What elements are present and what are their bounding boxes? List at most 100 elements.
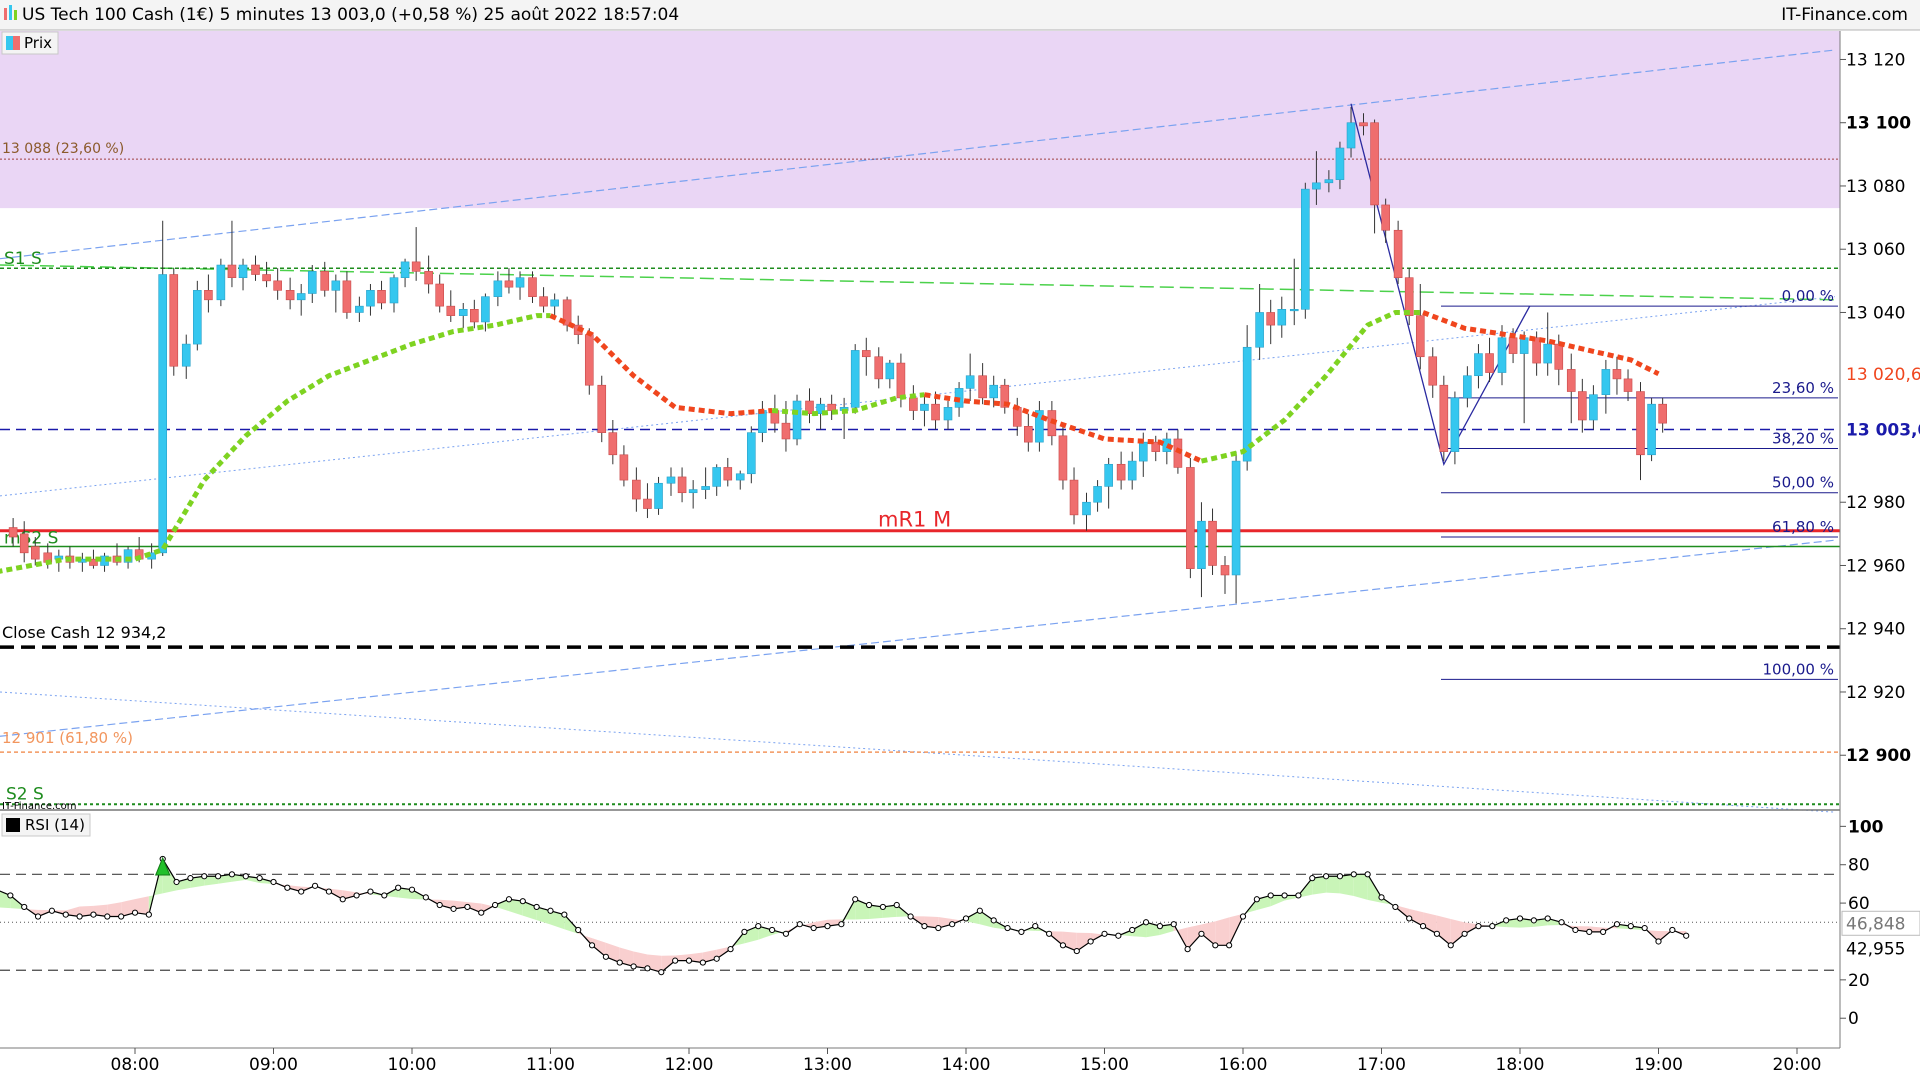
rsi-point-58	[796, 921, 803, 928]
rsi-band-71	[979, 910, 994, 928]
candle-124	[1439, 375, 1449, 462]
candle-body-70	[816, 403, 825, 414]
rsi-point-19	[256, 875, 263, 882]
candle-126	[1463, 366, 1472, 408]
rsi-band-106	[1464, 922, 1479, 934]
candle-76	[885, 359, 895, 389]
candle-61	[712, 464, 722, 496]
candle-34	[400, 258, 410, 288]
time-tick-label-5: 13:00	[803, 1055, 852, 1075]
current-price-box	[1842, 417, 1920, 442]
candle-74	[861, 337, 871, 376]
time-axis: 08:00 09:00 10:00 11:00 12:00 13:00 14:00 15:00…	[111, 1048, 1822, 1075]
rsi-point-57	[782, 930, 790, 937]
candle-body-110	[1277, 309, 1287, 326]
rsi-point-18	[242, 873, 249, 880]
candle-body-132	[1532, 337, 1541, 364]
trendline-upper	[0, 49, 1836, 260]
rsi-point-112	[1544, 915, 1551, 922]
rsi-band-98	[1353, 874, 1368, 900]
rsi-band-59	[813, 919, 828, 929]
candle-body-39	[458, 309, 468, 316]
rsi-band-5	[65, 906, 80, 917]
candle-89	[1035, 401, 1044, 452]
candle-53	[619, 445, 629, 487]
rsi-legend[interactable]: RSI (14)	[1, 813, 91, 837]
candle-85	[989, 375, 999, 408]
candle-body-10	[123, 549, 133, 563]
candle-28	[331, 274, 341, 313]
candle-107	[1242, 325, 1252, 471]
candle-body-140	[1623, 378, 1633, 392]
candle-2	[30, 537, 40, 566]
rsi-point-118	[1627, 923, 1634, 930]
rsi-band-115	[1589, 926, 1604, 932]
candle-body-68	[792, 400, 802, 440]
price-tick-label-5: 12 980	[1846, 493, 1905, 513]
candle-body-29	[342, 280, 352, 313]
price-legend-label: Prix	[24, 34, 52, 52]
rsi-point-69	[949, 921, 956, 928]
time-tick-label-9: 17:00	[1357, 1055, 1406, 1075]
level-mr1-label: mR1 M	[878, 508, 951, 532]
candle-143	[1658, 397, 1667, 433]
rsi-point-66	[907, 913, 914, 920]
rsi-band-37	[508, 899, 523, 916]
rsi-point-72	[990, 917, 997, 924]
rsi-band-32	[439, 899, 454, 909]
rsi-point-115	[1586, 928, 1593, 935]
time-tick-label-12: 20:00	[1773, 1055, 1822, 1075]
candle-56	[654, 476, 663, 515]
rsi-band-99	[1367, 874, 1382, 903]
time-tick-label-2: 10:00	[388, 1055, 437, 1075]
price-legend[interactable]: Prix	[1, 31, 59, 55]
rsi-point-68	[935, 924, 942, 932]
fib-label-1: 23,60 %	[1772, 379, 1834, 397]
rsi-point-31	[422, 894, 429, 901]
candle-25	[296, 284, 306, 316]
time-tick-label-0: 08:00	[111, 1055, 160, 1075]
candle-body-30	[355, 305, 364, 313]
candle-19	[227, 220, 237, 288]
candle-88	[1024, 413, 1033, 452]
level-close-cash-label: Close Cash 12 934,2	[2, 623, 166, 642]
candle-106	[1231, 451, 1241, 604]
candle-body-127	[1474, 353, 1483, 377]
candle-body-97	[1127, 460, 1137, 481]
rsi-point-11	[145, 911, 152, 918]
rsi-band-83	[1146, 922, 1160, 938]
time-tick-label-10: 18:00	[1496, 1055, 1545, 1075]
candle-body-117	[1359, 122, 1368, 127]
candle-body-58	[677, 476, 687, 494]
rsi-point-106	[1461, 930, 1468, 937]
rsi-legend-label: RSI (14)	[25, 816, 85, 834]
rsi-point-45	[616, 959, 623, 966]
candle-112	[1301, 182, 1310, 319]
candle-body-86	[1000, 384, 1010, 408]
candle-body-105	[1220, 565, 1230, 576]
rsi-point-32	[436, 901, 443, 909]
rsi-point-90	[1239, 913, 1247, 920]
candle-body-16	[193, 290, 202, 345]
candle-83	[965, 353, 975, 402]
rsi-point-82	[1129, 926, 1136, 934]
rsi-point-29	[395, 884, 402, 891]
candle-body-53	[619, 454, 629, 481]
candle-body-116	[1346, 122, 1356, 149]
candle-1	[19, 521, 29, 563]
candle-18	[216, 258, 226, 307]
rsi-point-17	[228, 871, 236, 878]
rsi-band-24	[328, 888, 343, 900]
rsi-band-46	[633, 951, 648, 969]
rsi-point-91	[1253, 896, 1260, 903]
rsi-pane[interactable]	[0, 855, 1840, 976]
price-tick-label-9: 12 900	[1846, 746, 1911, 766]
candle-79	[920, 394, 929, 427]
candle-115	[1335, 141, 1345, 190]
rsi-band-87	[1201, 921, 1216, 946]
rsi-band-111	[1533, 918, 1548, 927]
candle-body-23	[273, 280, 282, 291]
fib-label-2: 38,20 %	[1772, 429, 1834, 447]
candle-body-98	[1138, 441, 1148, 462]
price-pane[interactable]: 13 088 (23,60 %) S1 S mR1 M mS2 S Close Cash…	[0, 31, 1840, 813]
